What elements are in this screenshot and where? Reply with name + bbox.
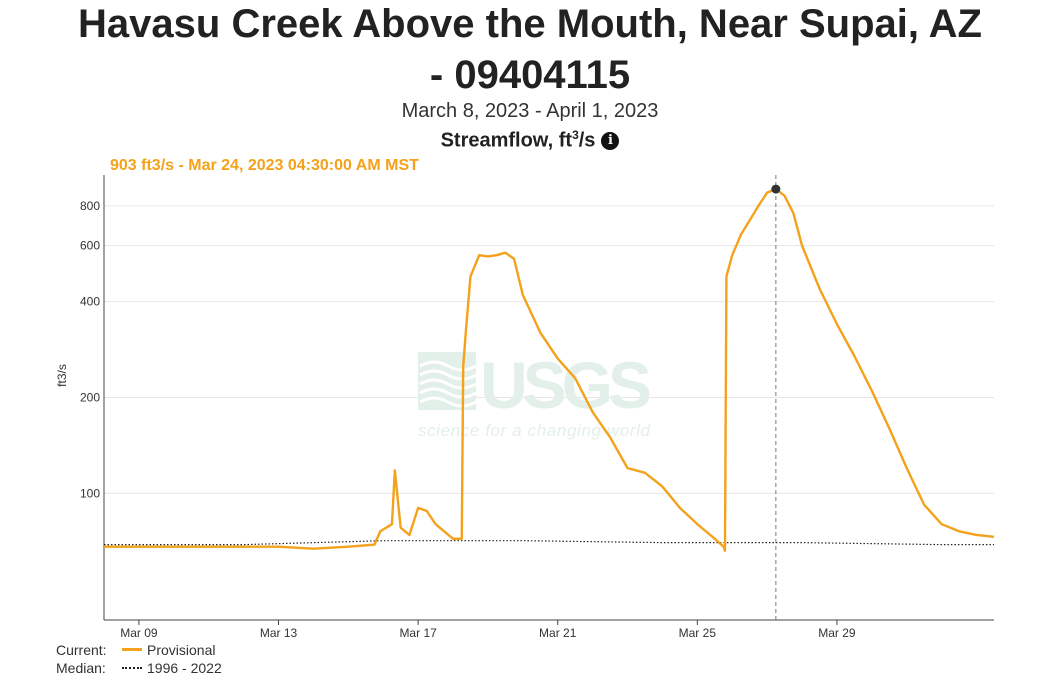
legend-median-text: 1996 - 2022 [147, 660, 222, 676]
usgs-logo-wave [419, 369, 477, 381]
hover-point [771, 184, 781, 194]
date-range: March 8, 2023 - April 1, 2023 [401, 100, 659, 122]
y-tick-label: 100 [80, 486, 100, 500]
y-tick-label: 800 [80, 199, 100, 213]
legend-provisional-swatch [122, 648, 142, 651]
usgs-logo-wave [419, 378, 477, 390]
y-axis-label: ft3/s [55, 364, 69, 387]
title-line-2: - 09404115 [429, 53, 631, 97]
parameter-text: Streamflow, ft [440, 129, 573, 152]
provisional-series-line [104, 187, 995, 552]
x-tick-label: Mar 17 [399, 626, 437, 640]
parameter-label: Streamflow, ft3/s i [0, 128, 1060, 153]
usgs-watermark-text: USGS [480, 348, 652, 422]
legend-current-label: Current: [56, 642, 107, 658]
title-line-1: Havasu Creek Above the Mouth, Near Supai… [78, 2, 982, 46]
parameter-sup: 3 [572, 128, 579, 142]
legend-provisional-text: Provisional [147, 642, 216, 658]
y-tick-label: 200 [80, 391, 100, 405]
x-tick-label: Mar 29 [818, 626, 856, 640]
usgs-watermark-tagline: science for a changing world [418, 421, 651, 440]
usgs-logo-wave [419, 396, 477, 408]
parameter-suffix: /s [578, 129, 596, 152]
usgs-logo-wave [419, 387, 477, 399]
y-tick-label: 400 [80, 295, 100, 309]
y-tick-label: 600 [80, 239, 100, 253]
info-icon[interactable]: i [601, 131, 620, 150]
hover-tooltip: 903 ft3/s - Mar 24, 2023 04:30:00 AM MST [110, 157, 419, 174]
legend-median-swatch [122, 667, 142, 669]
median-series-line [104, 540, 994, 546]
x-tick-label: Mar 09 [120, 626, 158, 640]
x-tick-label: Mar 25 [679, 626, 717, 640]
legend-median-label: Median: [56, 660, 106, 676]
x-tick-label: Mar 21 [539, 626, 577, 640]
usgs-logo-wave [419, 360, 477, 372]
x-tick-label: Mar 13 [260, 626, 298, 640]
